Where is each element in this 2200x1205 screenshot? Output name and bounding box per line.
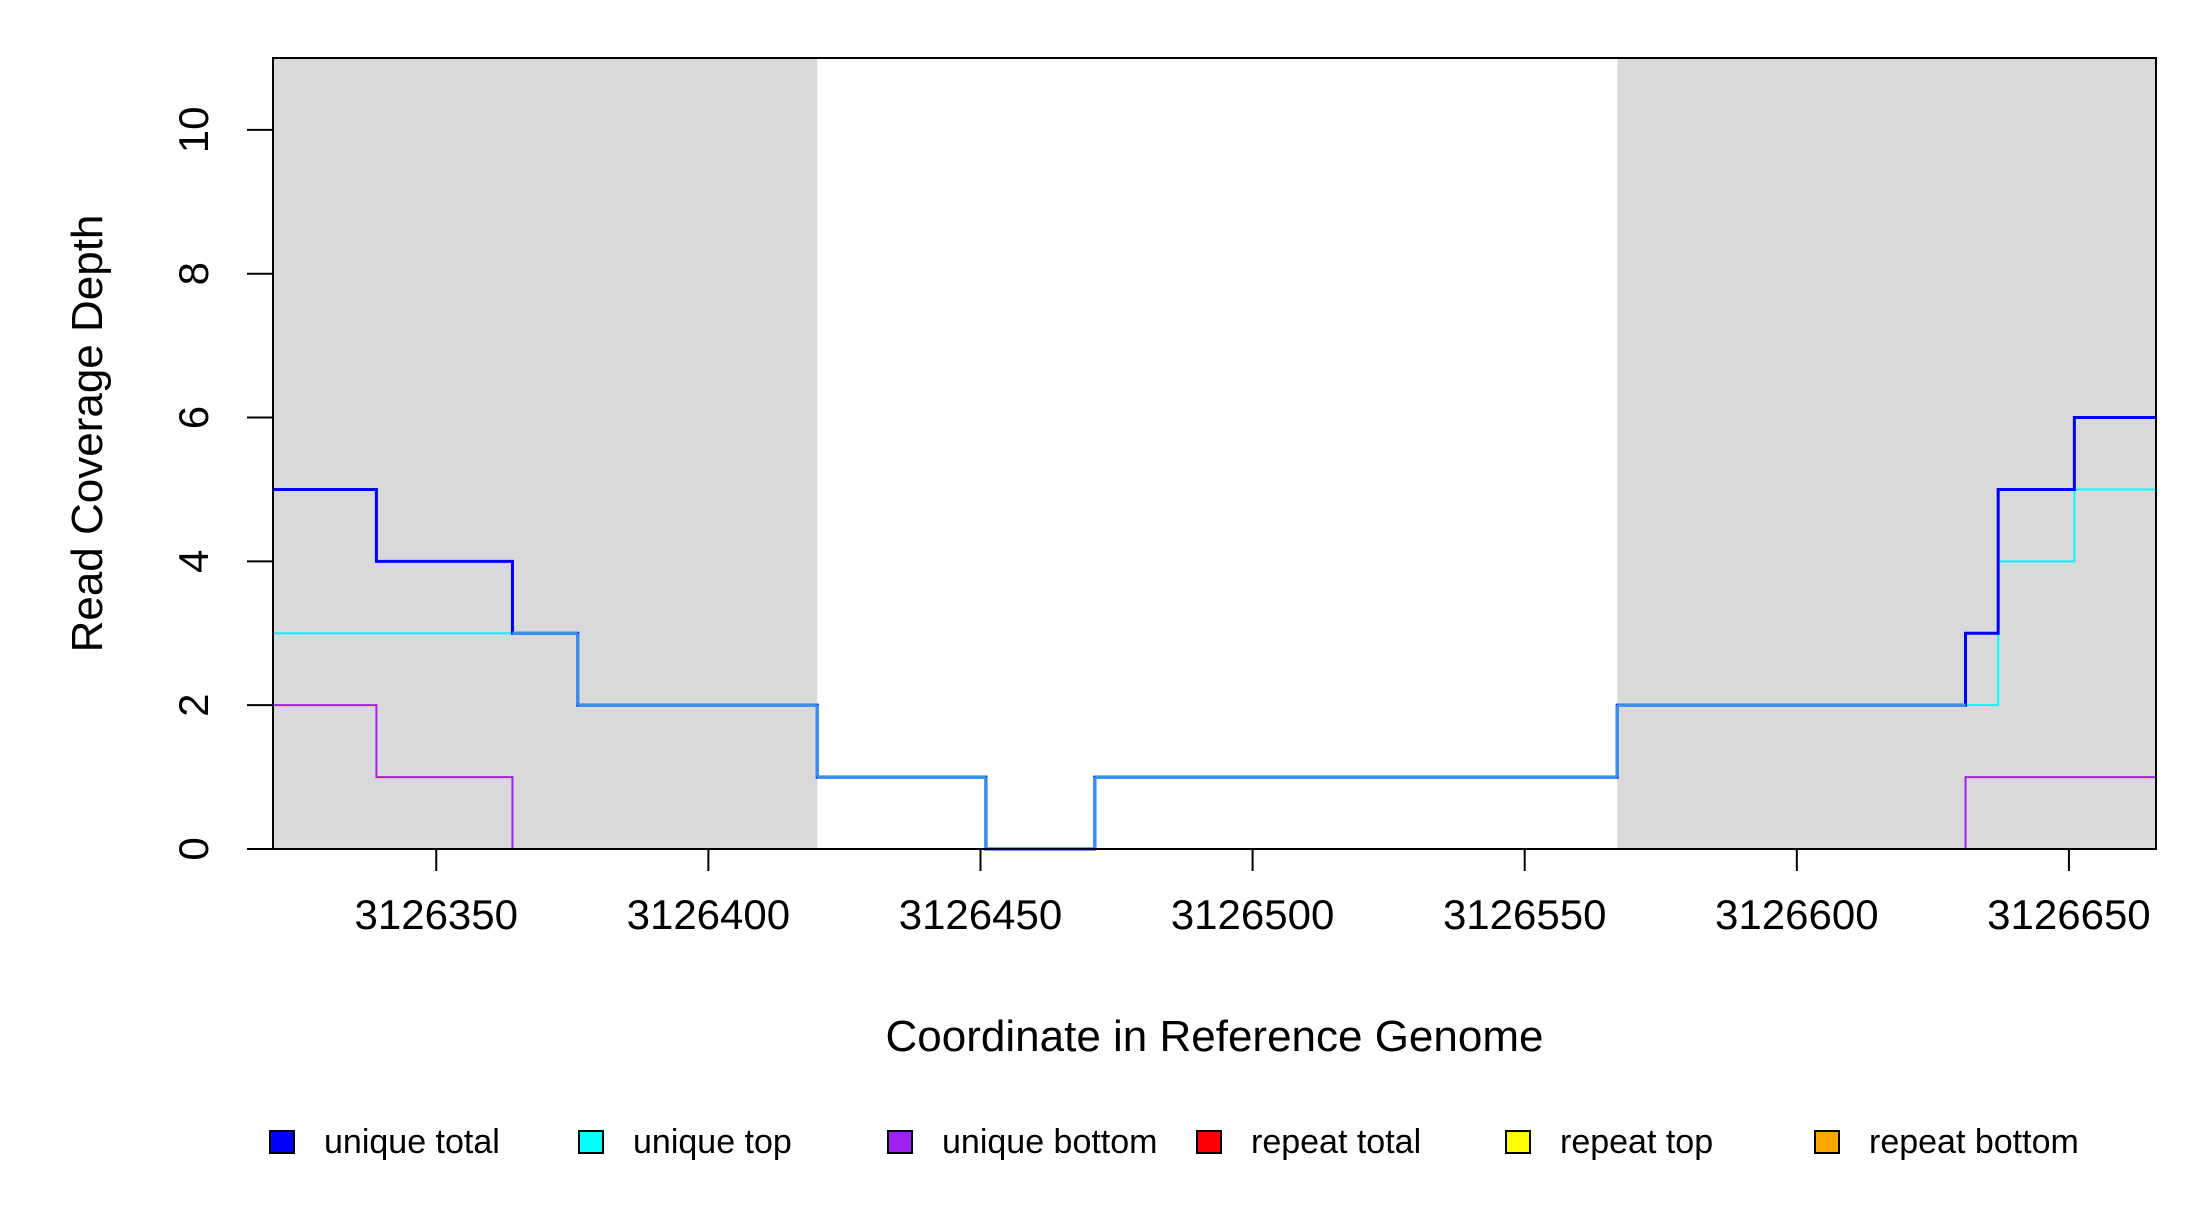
x-tick-label: 3126500 [1171,891,1335,938]
legend-swatch [578,1130,604,1154]
x-tick-label: 3126550 [1443,891,1607,938]
legend-swatch [1505,1130,1531,1154]
y-axis-label: Read Coverage Depth [63,215,112,653]
x-tick-label: 3126600 [1715,891,1879,938]
legend-label: repeat top [1560,1123,1713,1161]
legend-item-repeat-total: repeat total [1196,1123,1421,1161]
legend-swatch [269,1130,295,1154]
y-axis: 0 2 4 6 8 10 [170,107,273,861]
legend-swatch [1196,1130,1222,1154]
legend-item-repeat-bottom: repeat bottom [1814,1123,2079,1161]
legend: unique total unique top unique bottom repea… [269,1123,2079,1161]
y-tick-label: 10 [170,107,217,154]
x-tick-label: 3126400 [627,891,791,938]
legend-label: unique total [324,1123,500,1161]
legend-item-unique-bottom: unique bottom [887,1123,1158,1161]
series-line-unique-bottom [273,704,2156,850]
legend-label: repeat bottom [1869,1123,2079,1161]
y-tick-label: 4 [170,550,217,573]
x-tick-label: 3126450 [899,891,1063,938]
shaded-region-1 [1617,58,2156,849]
x-tick-label: 3126650 [1987,891,2151,938]
y-tick-label: 8 [170,262,217,285]
legend-swatch [1814,1130,1840,1154]
y-tick-label: 0 [170,837,217,860]
legend-item-unique-total: unique total [269,1123,500,1161]
plot-frame [272,57,2157,850]
y-tick-label: 6 [170,406,217,429]
x-tick-label: 3126350 [355,891,519,938]
legend-item-unique-top: unique top [578,1123,792,1161]
legend-label: unique bottom [942,1123,1158,1161]
legend-swatch [887,1130,913,1154]
x-axis-label: Coordinate in Reference Genome [886,1012,1544,1061]
legend-item-repeat-top: repeat top [1505,1123,1713,1161]
y-tick-label: 2 [170,694,217,717]
legend-label: unique top [633,1123,792,1161]
shaded-region-0 [273,58,818,849]
legend-label: repeat total [1251,1123,1421,1161]
shaded-regions [273,58,2156,849]
x-axis: 3126350 3126400 3126450 3126500 3126550 31266… [355,849,2151,938]
